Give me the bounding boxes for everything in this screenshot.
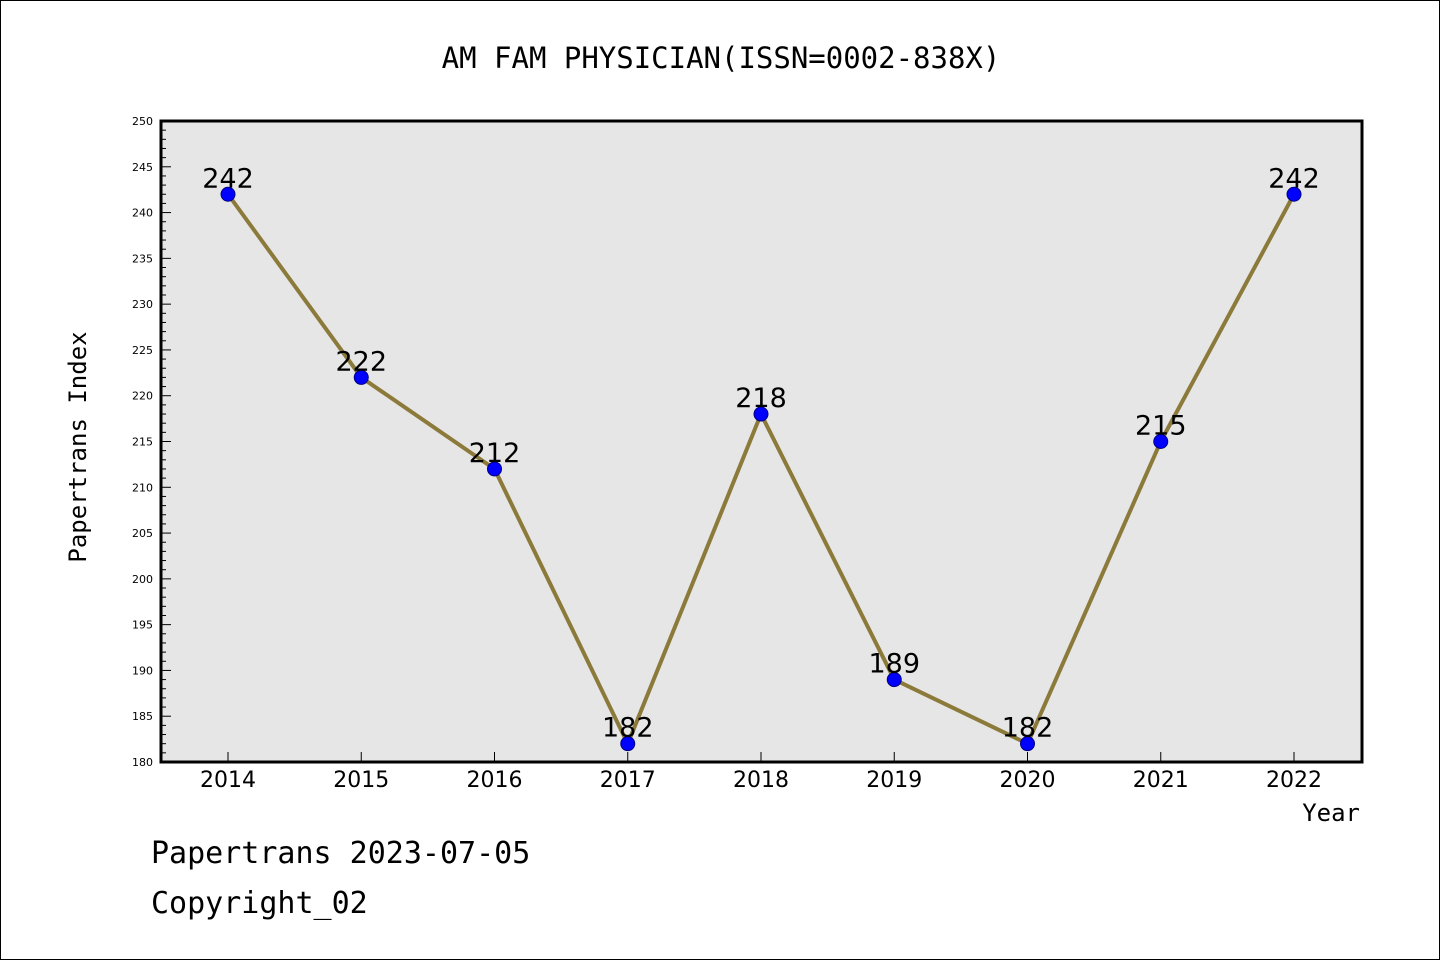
data-label: 242	[1268, 163, 1320, 194]
data-point	[1153, 434, 1169, 449]
y-tick-label: 190	[132, 664, 153, 677]
data-point	[886, 672, 902, 688]
y-tick-label: 230	[132, 298, 153, 311]
data-label: 182	[602, 713, 654, 744]
data-label: 242	[202, 163, 254, 194]
x-axis-label: Year	[1302, 799, 1360, 827]
y-tick-label: 195	[132, 619, 153, 632]
x-tick-label: 2018	[733, 768, 789, 793]
footer-copyright: Copyright_02	[151, 886, 368, 921]
x-tick-label: 2017	[600, 768, 656, 793]
y-tick-label: 185	[132, 710, 153, 723]
data-label: 189	[868, 649, 920, 680]
y-axis-ticks: 180 185 190 195 200 205 210 215 220 225 230 235 240 2…	[132, 115, 171, 769]
plot-area	[161, 121, 1362, 762]
x-tick-label: 2021	[1133, 768, 1189, 793]
data-point	[1020, 736, 1035, 752]
footer-source: Papertrans 2023-07-05	[151, 836, 531, 871]
x-tick-label: 2016	[467, 768, 523, 793]
x-tick-label: 2014	[200, 768, 256, 793]
x-tick-label: 2015	[333, 768, 389, 793]
y-tick-label: 220	[132, 390, 153, 403]
data-point	[753, 406, 769, 422]
y-tick-label: 235	[132, 252, 153, 265]
data-point	[1286, 186, 1302, 202]
y-tick-label: 200	[132, 573, 153, 586]
plot-border	[159, 119, 1364, 764]
y-tick-label: 225	[132, 344, 153, 357]
y-tick-label: 210	[132, 481, 153, 494]
data-label: 212	[469, 438, 521, 469]
data-point	[353, 369, 369, 385]
data-point	[620, 736, 636, 752]
data-label: 215	[1135, 411, 1187, 442]
data-label: 222	[335, 346, 387, 377]
x-tick-label: 2022	[1266, 768, 1322, 793]
y-tick-label: 245	[132, 161, 153, 174]
chart-title: AM FAM PHYSICIAN(ISSN=0002-838X)	[442, 41, 1001, 75]
y-axis-label: Papertrans Index	[64, 331, 92, 562]
data-point	[487, 461, 502, 477]
data-point	[220, 186, 236, 202]
y-tick-label: 180	[132, 756, 153, 769]
x-tick-label: 2020	[1000, 768, 1056, 793]
data-label: 182	[1002, 713, 1054, 744]
x-tick-label: 2019	[866, 768, 922, 793]
y-tick-label: 250	[132, 115, 153, 128]
y-tick-label: 205	[132, 527, 153, 540]
y-tick-label: 240	[132, 207, 153, 220]
x-axis-ticks: 2014 2015 2016 2017 2018 2019 2020 2021 2022	[200, 752, 1322, 793]
data-label: 218	[735, 383, 787, 414]
series-layer: 242 222 212 182 218 189 182 215 242	[202, 163, 1320, 752]
y-tick-label: 215	[132, 436, 153, 449]
